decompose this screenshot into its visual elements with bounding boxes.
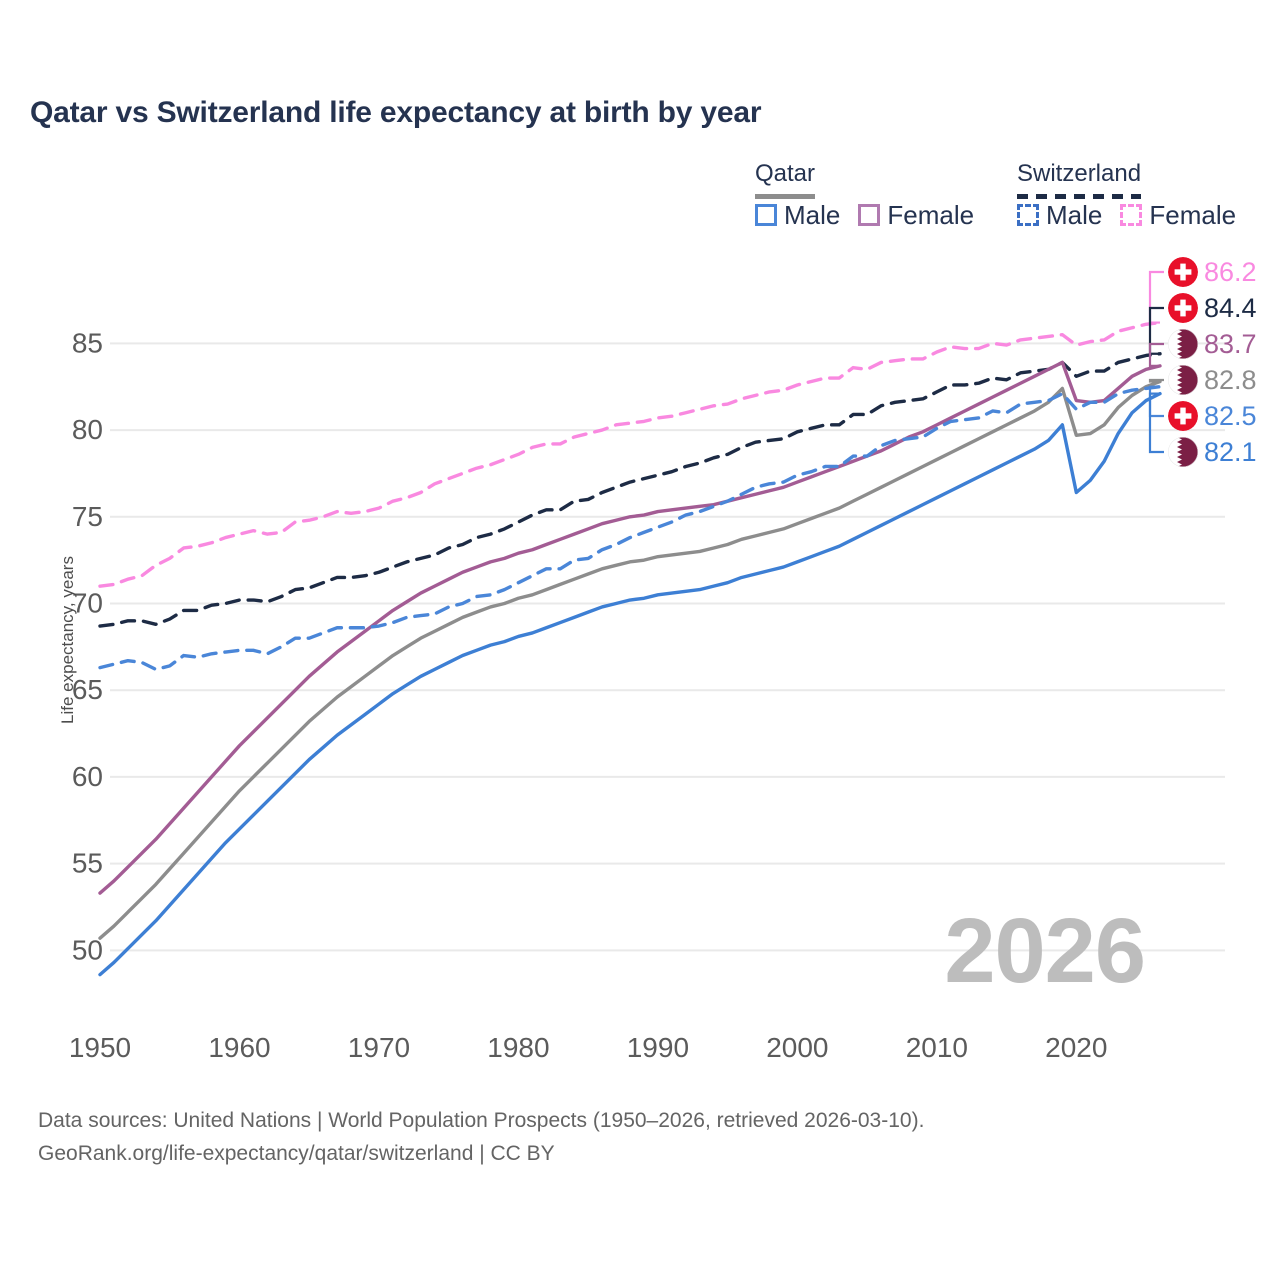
legend-label-qatar-male: Male <box>784 200 841 230</box>
leader-line <box>1148 378 1164 383</box>
leader-line <box>1148 306 1164 355</box>
x-axis-tick-label: 2000 <box>766 1032 828 1063</box>
legend-rule-qatar <box>755 194 816 199</box>
end-label-value: 84.4 <box>1204 292 1257 323</box>
y-axis-tick-label: 75 <box>72 501 103 532</box>
switzerland-flag-icon <box>1168 257 1198 287</box>
end-label-row: 82.1 <box>1168 435 1280 469</box>
legend-label-qatar-female: Female <box>887 200 975 230</box>
legend-swatch-qatar-male <box>755 204 777 226</box>
leader-line <box>1148 270 1164 324</box>
y-axis-tick-label: 80 <box>72 414 103 445</box>
legend-item-qatar-female[interactable]: Female <box>858 202 974 228</box>
x-axis-tick-label: 1970 <box>348 1032 410 1063</box>
end-label-row: 82.8 <box>1168 363 1280 397</box>
switzerland-flag-icon <box>1168 401 1198 431</box>
switzerland-flag-icon <box>1168 293 1198 323</box>
chart-leader-lines <box>1148 270 1164 454</box>
legend-label-switzerland-female: Female <box>1149 200 1237 230</box>
chart-line-qatar-total <box>98 379 1162 940</box>
end-label-row: 83.7 <box>1168 327 1280 361</box>
chart-line-switzerland-male <box>98 385 1162 672</box>
end-label-row: 84.4 <box>1168 291 1280 325</box>
end-label-value: 82.1 <box>1204 436 1257 467</box>
end-label-row: 86.2 <box>1168 255 1280 289</box>
series-end-labels: 86.2 84.4 83.7 82.8 82.5 82.1 <box>1168 255 1280 471</box>
legend-group-switzerland: Switzerland <box>1017 160 1142 199</box>
legend-country-qatar: Qatar <box>755 160 816 187</box>
qatar-flag-icon <box>1168 329 1198 359</box>
qatar-flag-icon <box>1168 365 1198 395</box>
chart-gridlines <box>110 342 1225 952</box>
end-label-value: 83.7 <box>1204 328 1257 359</box>
x-axis-tick-label: 1960 <box>208 1032 270 1063</box>
legend-swatch-switzerland-female <box>1120 204 1143 226</box>
chart-line-qatar-female <box>98 360 1162 895</box>
chart-line-switzerland-female <box>98 320 1162 588</box>
leader-line <box>1148 385 1164 418</box>
footer-line-1: Data sources: United Nations | World Pop… <box>38 1109 925 1132</box>
legend-items-switzerland: Male Female <box>1017 202 1236 228</box>
legend-rule-switzerland <box>1017 194 1142 199</box>
y-axis-tick-label: 50 <box>72 934 103 965</box>
end-label-value: 86.2 <box>1204 256 1257 287</box>
chart-legend: Qatar Switzerland Male Female Male <box>755 160 1255 240</box>
legend-group-qatar: Qatar <box>755 160 816 199</box>
year-watermark: 2026 <box>944 900 1146 1002</box>
chart-series-lines <box>98 320 1162 977</box>
end-label-row: 82.5 <box>1168 399 1280 433</box>
legend-item-switzerland-male[interactable]: Male <box>1017 202 1102 228</box>
qatar-flag-icon <box>1168 437 1198 467</box>
legend-item-switzerland-female[interactable]: Female <box>1120 202 1236 228</box>
leader-line <box>1148 392 1164 454</box>
y-axis-tick-label: 85 <box>72 327 103 358</box>
x-axis-tick-label: 1950 <box>69 1032 131 1063</box>
chart-footer: Data sources: United Nations | World Pop… <box>38 1105 1238 1170</box>
legend-swatch-switzerland-male <box>1017 204 1039 226</box>
x-axis-ticks: 1950 1960 1970 1980 1990 2000 2010 2020 <box>69 1032 1108 1063</box>
x-axis-tick-label: 2020 <box>1045 1032 1107 1063</box>
legend-country-switzerland: Switzerland <box>1017 160 1142 187</box>
legend-item-qatar-male[interactable]: Male <box>755 202 840 228</box>
legend-swatch-qatar-female <box>858 204 881 226</box>
x-axis-tick-label: 1990 <box>627 1032 689 1063</box>
legend-items-qatar: Male Female <box>755 202 974 228</box>
chart-line-qatar-male <box>98 391 1162 977</box>
legend-label-switzerland-male: Male <box>1046 200 1103 230</box>
y-axis-tick-label: 60 <box>72 761 103 792</box>
x-axis-tick-label: 1980 <box>487 1032 549 1063</box>
end-label-value: 82.8 <box>1204 364 1257 395</box>
chart-line-switzerland-total <box>98 352 1162 628</box>
x-axis-tick-label: 2010 <box>906 1032 968 1063</box>
y-axis-tick-label: 55 <box>72 848 103 879</box>
page-title: Qatar vs Switzerland life expectancy at … <box>30 96 762 129</box>
leader-line <box>1148 342 1164 367</box>
y-axis-label: Life expectancy, years <box>58 556 77 724</box>
end-label-value: 82.5 <box>1204 400 1257 431</box>
footer-line-2: GeoRank.org/life-expectancy/qatar/switze… <box>38 1141 555 1165</box>
